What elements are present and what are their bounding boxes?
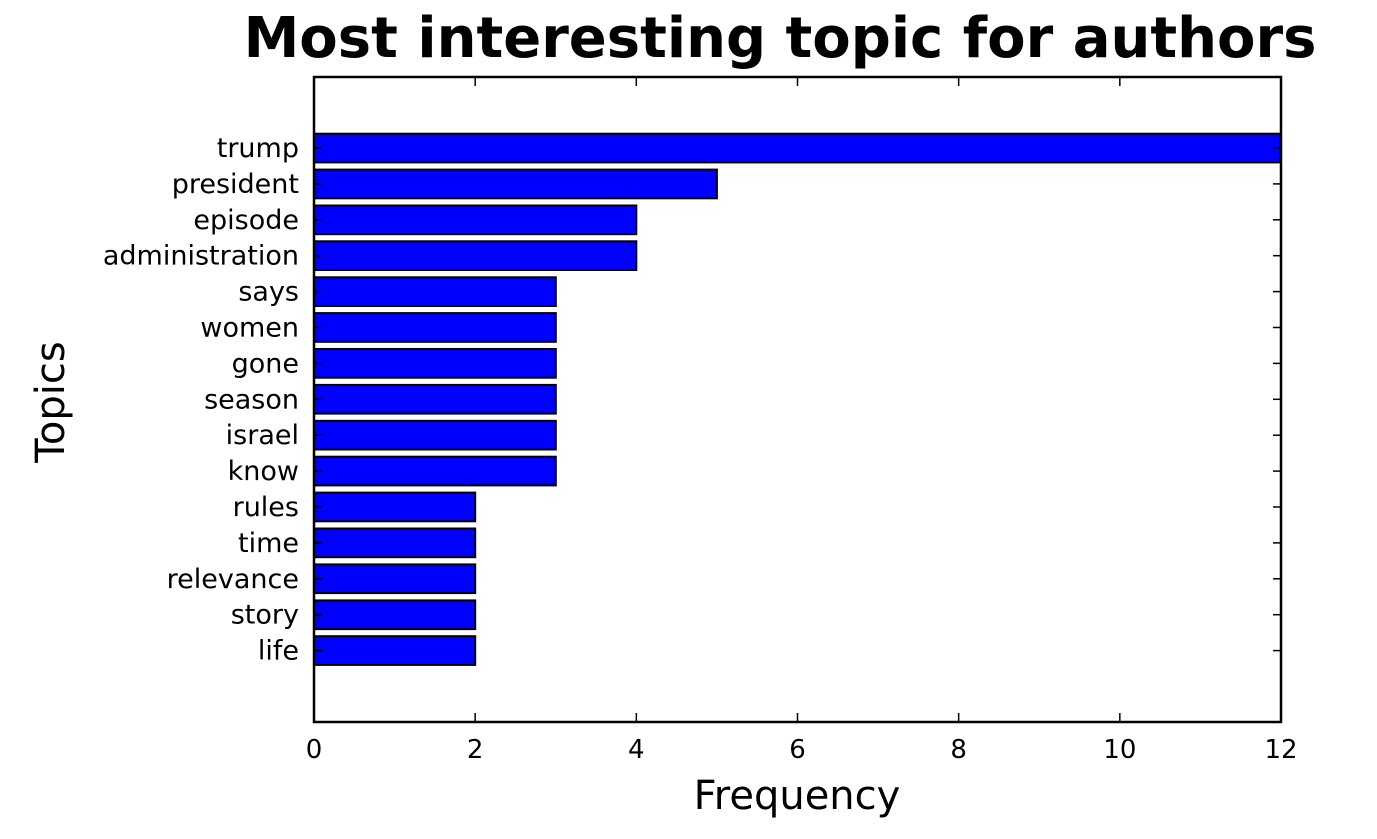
chart-title: Most interesting topic for authors <box>244 6 1317 71</box>
bar-story <box>313 599 477 631</box>
bar-women <box>313 312 557 343</box>
y-tick-label-trump: trump <box>217 133 299 164</box>
y-tick-label-president: president <box>172 169 299 200</box>
plot-area: trump president episode administration says w… <box>103 75 1298 765</box>
bar-season <box>313 383 557 415</box>
y-tick-label-says: says <box>238 277 299 308</box>
y-tick-label-rules: rules <box>233 492 299 523</box>
x-tick-label-10: 10 <box>1103 735 1136 765</box>
y-tick-label-life: life <box>258 636 299 667</box>
x-axis-label: Frequency <box>694 773 901 819</box>
bar-rules <box>313 491 477 523</box>
bar-president <box>313 168 718 200</box>
y-tick-label-know: know <box>228 456 299 487</box>
bar-know <box>313 455 557 487</box>
x-tick-label-0: 0 <box>306 735 323 765</box>
y-tick-label-episode: episode <box>193 205 299 236</box>
x-tick-label-8: 8 <box>950 735 967 765</box>
bar-trump <box>313 132 1282 164</box>
x-tick-label-4: 4 <box>628 735 645 765</box>
plot-frame <box>312 75 1283 724</box>
y-axis-label: Topics <box>28 341 74 463</box>
x-tick-label-6: 6 <box>789 735 806 765</box>
bar-episode <box>313 204 638 236</box>
y-tick-label-gone: gone <box>232 348 299 379</box>
y-tick-label-season: season <box>204 384 299 415</box>
bar-gone <box>313 348 557 379</box>
y-tick-label-israel: israel <box>226 420 299 451</box>
x-tick-label-12: 12 <box>1264 735 1297 765</box>
y-tick-label-relevance: relevance <box>167 564 299 595</box>
bar-time <box>313 527 477 559</box>
bar-relevance <box>313 563 477 595</box>
bar-administration <box>313 240 638 272</box>
y-tick-label-time: time <box>238 528 299 559</box>
y-tick-label-administration: administration <box>103 241 299 272</box>
y-tick-label-women: women <box>200 313 299 344</box>
bar-says <box>313 276 557 307</box>
x-tick-label-2: 2 <box>467 735 484 765</box>
bar-life <box>313 635 477 666</box>
y-tick-label-story: story <box>231 600 299 631</box>
bar-israel <box>313 419 557 451</box>
